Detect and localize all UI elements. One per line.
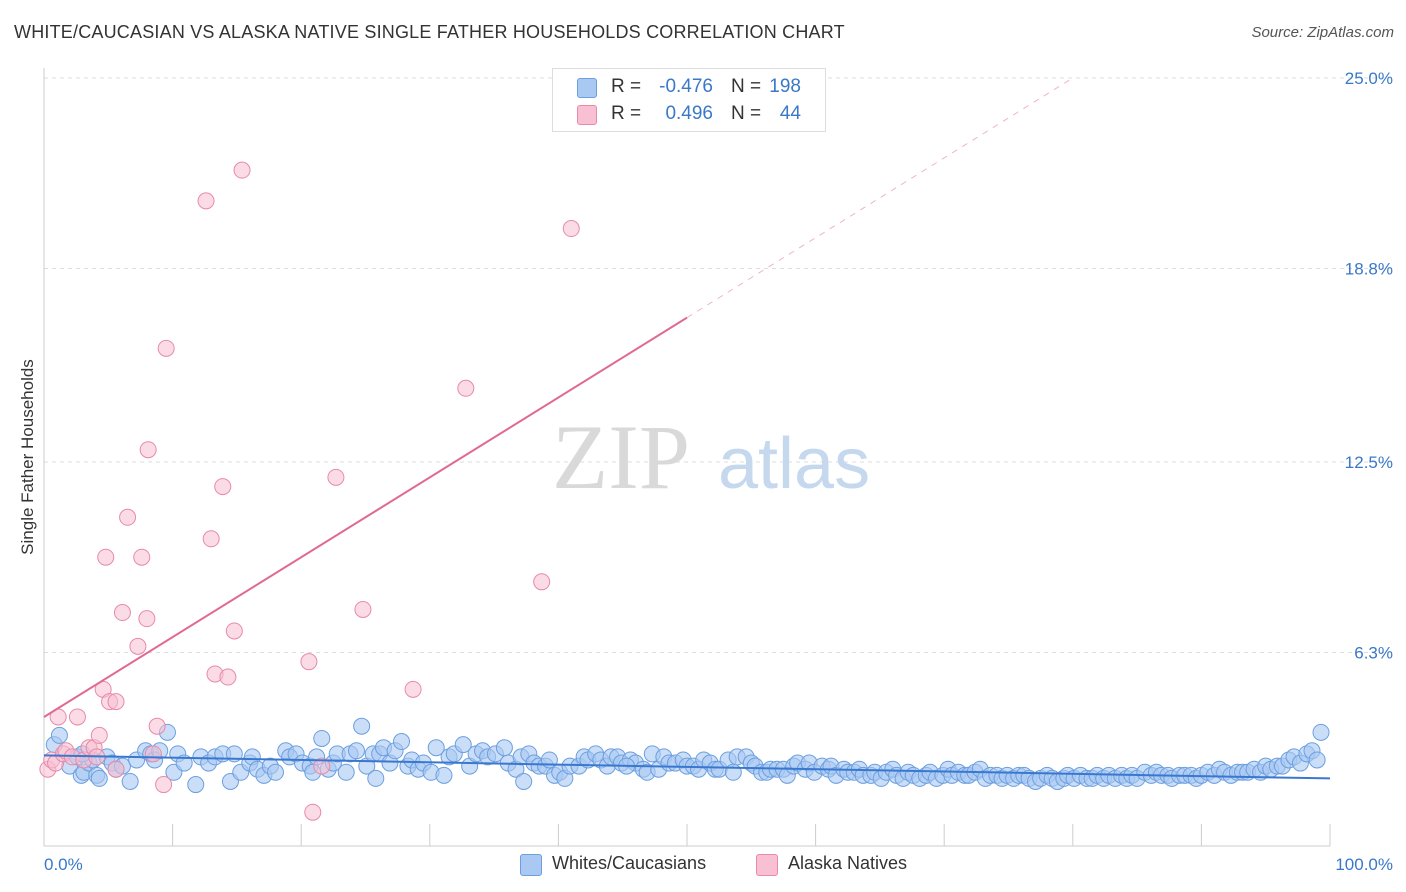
alaska-point xyxy=(139,441,157,459)
legend-r-value-white: -0.476 xyxy=(659,76,713,97)
alaska-point xyxy=(533,573,551,591)
white-point xyxy=(435,766,453,784)
source-label: Source: ZipAtlas.com xyxy=(1251,24,1394,41)
alaska-point xyxy=(327,468,345,486)
white-point xyxy=(175,754,193,772)
alaska-point xyxy=(562,220,580,238)
bottom-legend-swatch-white xyxy=(520,854,542,876)
white-point xyxy=(353,717,371,735)
x-ticks xyxy=(43,824,1331,846)
alaska-trend-line-extension xyxy=(686,77,1074,319)
alaska-point xyxy=(313,757,331,775)
white-point xyxy=(1312,723,1330,741)
alaska-point xyxy=(457,379,475,397)
alaska-point xyxy=(157,339,175,357)
legend-r-label: R = xyxy=(611,103,642,124)
white-point xyxy=(367,769,385,787)
alaska-point xyxy=(129,637,147,655)
white-point xyxy=(393,733,411,751)
white-point xyxy=(337,763,355,781)
gridlines xyxy=(44,77,1392,653)
alaska-point xyxy=(90,726,108,744)
legend-row-white: R = -0.476 N = 198 xyxy=(553,74,825,100)
white-point xyxy=(495,739,513,757)
alaska-point xyxy=(197,192,215,210)
white-point xyxy=(454,736,472,754)
alaska-point xyxy=(107,760,125,778)
alaska-point xyxy=(113,604,131,622)
alaska-point xyxy=(214,478,232,496)
alaska-trend-line xyxy=(43,316,688,718)
white-point xyxy=(187,776,205,794)
alaska-series-points xyxy=(39,161,580,821)
legend-n-label: N = xyxy=(731,76,762,97)
alaska-point xyxy=(144,745,162,763)
white-trend-line xyxy=(43,754,1331,780)
white-point xyxy=(90,769,108,787)
alaska-point xyxy=(225,622,243,640)
alaska-point xyxy=(97,548,115,566)
alaska-point xyxy=(148,717,166,735)
legend-n-label: N = xyxy=(731,103,762,124)
legend-n-value-alaska: 44 xyxy=(779,103,801,124)
white-point xyxy=(515,772,533,790)
legend-n-value-white: 198 xyxy=(769,76,801,97)
legend-swatch-white xyxy=(577,78,597,98)
white-series-points xyxy=(45,717,1330,794)
alaska-point xyxy=(107,693,125,711)
y-tick-label: 18.8% xyxy=(1345,259,1393,278)
trend-lines xyxy=(43,77,1331,780)
watermark-atlas: atlas xyxy=(718,424,870,504)
alaska-point xyxy=(138,610,156,628)
white-point xyxy=(313,729,331,747)
x-tick-labels: 0.0% 100.0% xyxy=(44,855,1393,874)
white-point xyxy=(427,739,445,757)
y-tick-labels: 6.3% 12.5% 18.8% 25.0% xyxy=(1345,69,1393,662)
white-point xyxy=(50,726,68,744)
white-point xyxy=(121,772,139,790)
legend-r-value-alaska: 0.496 xyxy=(665,103,713,124)
alaska-point xyxy=(354,600,372,618)
watermark: ZIP atlas xyxy=(552,406,870,508)
alaska-point xyxy=(219,668,237,686)
legend-row-alaska: R = 0.496 N = 44 xyxy=(553,101,825,127)
alaska-point xyxy=(304,803,322,821)
bottom-legend-swatch-alaska xyxy=(756,854,778,876)
bottom-legend-label-alaska: Alaska Natives xyxy=(788,853,908,873)
watermark-zip: ZIP xyxy=(552,406,690,508)
alaska-point xyxy=(68,708,86,726)
alaska-point xyxy=(119,508,137,526)
chart-title: WHITE/CAUCASIAN VS ALASKA NATIVE SINGLE … xyxy=(14,22,845,42)
white-point xyxy=(1308,751,1326,769)
alaska-point xyxy=(202,530,220,548)
alaska-point xyxy=(155,776,173,794)
alaska-point xyxy=(233,161,251,179)
y-tick-label: 12.5% xyxy=(1345,453,1393,472)
x-tick-label-max: 100.0% xyxy=(1335,855,1393,874)
legend-swatch-alaska xyxy=(577,105,597,125)
alaska-point xyxy=(300,653,318,671)
y-tick-label: 6.3% xyxy=(1354,643,1393,662)
correlation-legend: R = -0.476 N = 198 R = 0.496 N = 44 xyxy=(552,68,826,132)
x-tick-label-min: 0.0% xyxy=(44,855,83,874)
legend-r-label: R = xyxy=(611,76,642,97)
bottom-legend-label-white: Whites/Caucasians xyxy=(552,853,707,873)
white-point xyxy=(266,763,284,781)
alaska-point xyxy=(133,548,151,566)
y-tick-label: 25.0% xyxy=(1345,69,1393,88)
alaska-point xyxy=(404,680,422,698)
white-point xyxy=(347,742,365,760)
